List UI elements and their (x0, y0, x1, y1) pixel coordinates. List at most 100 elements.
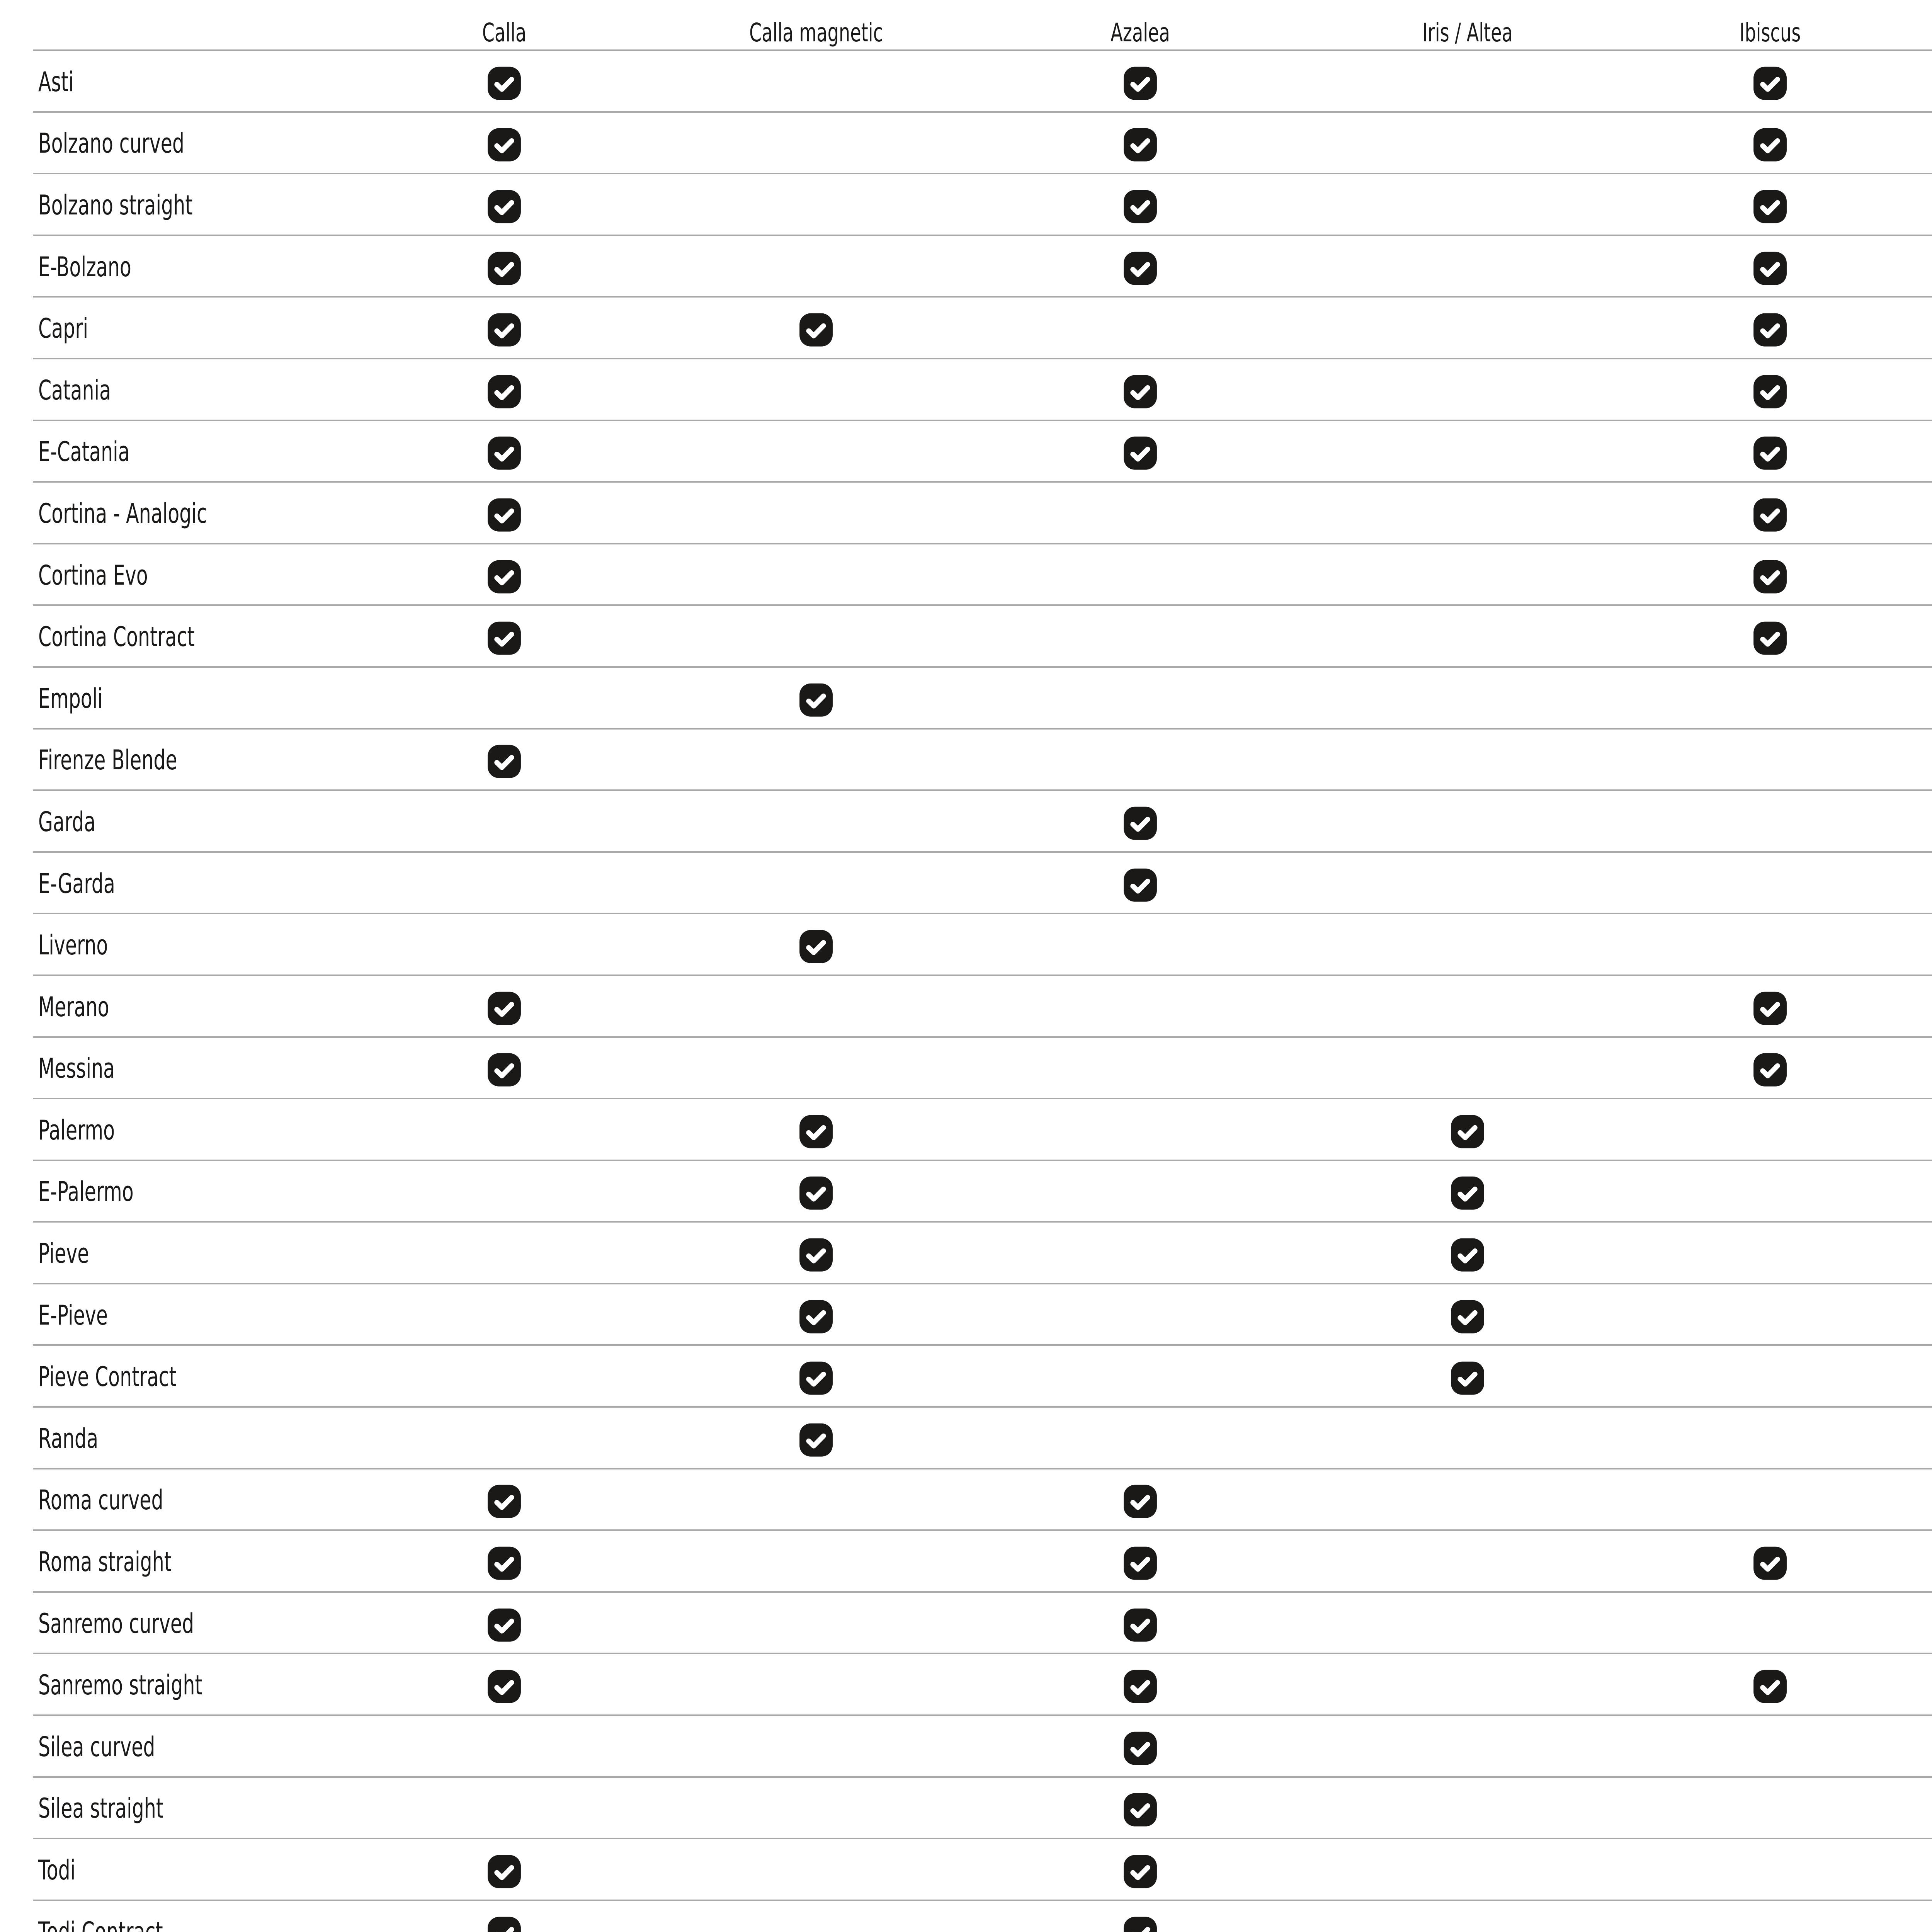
check-circle-icon (798, 312, 834, 348)
row-label: Asti (38, 66, 74, 98)
row-label: Cortina Evo (38, 559, 148, 591)
column-header-iris_altea: Iris / Altea (1422, 18, 1513, 48)
row-label: Cortina Contract (38, 621, 195, 653)
row-label: Todi Contract (38, 1916, 163, 1932)
table-row: E-Catania (33, 421, 1932, 483)
table-row: Todi (33, 1839, 1932, 1901)
table-row: Merano (33, 976, 1932, 1038)
row-label: Pieve Contract (38, 1361, 177, 1393)
row-label: Bolzano curved (38, 128, 184, 160)
column-header-ibiscus: Ibiscus (1739, 18, 1801, 48)
row-label: Garda (38, 806, 96, 838)
check-circle-icon (486, 497, 522, 533)
table-row: Roma curved (33, 1469, 1932, 1531)
check-circle-icon (1752, 65, 1788, 101)
row-label: Capri (38, 313, 88, 345)
check-circle-icon (1122, 1546, 1158, 1581)
table-row: Bolzano straight (33, 174, 1932, 236)
table-row: Catania (33, 359, 1932, 421)
check-circle-icon (1752, 435, 1788, 471)
check-circle-icon (798, 929, 834, 964)
row-label: Liverno (38, 929, 108, 961)
check-circle-icon (1122, 1731, 1158, 1766)
row-label: Roma straight (38, 1546, 172, 1578)
column-header-calla_magnetic: Calla magnetic (749, 18, 883, 48)
check-circle-icon (1450, 1114, 1485, 1150)
table-row: Liverno (33, 914, 1932, 976)
table-row: Firenze Blende (33, 730, 1932, 791)
table-header-row: Calla Calla magnetic Azalea Iris / Altea Ibi… (33, 0, 1932, 51)
row-label: Sanremo straight (38, 1669, 202, 1701)
row-label: E-Bolzano (38, 251, 131, 283)
check-circle-icon (1122, 1669, 1158, 1704)
check-circle-icon (1122, 435, 1158, 471)
check-circle-icon (486, 312, 522, 348)
check-circle-icon (798, 1422, 834, 1458)
check-circle-icon (1122, 1854, 1158, 1889)
check-circle-icon (1122, 65, 1158, 101)
check-circle-icon (1752, 1546, 1788, 1581)
check-circle-icon (1752, 990, 1788, 1026)
table-row: E-Bolzano (33, 236, 1932, 298)
check-circle-icon (486, 189, 522, 224)
check-circle-icon (486, 621, 522, 656)
compatibility-table: Calla Calla magnetic Azalea Iris / Altea Ibi… (33, 0, 1932, 1932)
table-row: Bolzano curved (33, 113, 1932, 175)
check-circle-icon (486, 744, 522, 779)
row-label: Todi (38, 1854, 76, 1886)
check-circle-icon (798, 1237, 834, 1273)
check-circle-icon (1752, 497, 1788, 533)
check-circle-icon (798, 1299, 834, 1334)
check-circle-icon (486, 1669, 522, 1704)
row-label: Palermo (38, 1114, 115, 1146)
row-label: Silea curved (38, 1731, 155, 1763)
check-circle-icon (798, 682, 834, 718)
table-row: Pieve (33, 1223, 1932, 1284)
table-row: Empoli (33, 668, 1932, 730)
table-row: Roma straight (33, 1531, 1932, 1593)
check-circle-icon (486, 1607, 522, 1643)
column-header-azalea: Azalea (1111, 18, 1170, 48)
check-circle-icon (1752, 127, 1788, 163)
check-circle-icon (486, 1915, 522, 1932)
check-circle-icon (486, 990, 522, 1026)
table-row: Randa (33, 1408, 1932, 1469)
check-circle-icon (1122, 1607, 1158, 1643)
row-label: E-Garda (38, 867, 115, 900)
table-row: Cortina Evo (33, 544, 1932, 606)
check-circle-icon (1122, 1915, 1158, 1932)
check-circle-icon (1122, 189, 1158, 224)
row-label: Cortina - Analogic (38, 497, 207, 529)
check-circle-icon (1450, 1361, 1485, 1396)
check-circle-icon (1122, 806, 1158, 841)
check-circle-icon (1122, 867, 1158, 903)
check-circle-icon (798, 1361, 834, 1396)
table-row: Garda (33, 791, 1932, 853)
check-circle-icon (486, 250, 522, 286)
check-circle-icon (798, 1175, 834, 1211)
check-circle-icon (1752, 250, 1788, 286)
row-label: Firenze Blende (38, 744, 177, 776)
row-label: Catania (38, 374, 111, 406)
table-body: Asti Bolzano curved Bolzano straight E-Bolz… (33, 51, 1932, 1932)
table-row: Todi Contract (33, 1901, 1932, 1932)
table-row: E-Pieve (33, 1284, 1932, 1346)
row-label: Merano (38, 991, 109, 1023)
check-circle-icon (1122, 374, 1158, 409)
check-circle-icon (486, 65, 522, 101)
check-circle-icon (486, 127, 522, 163)
column-header-calla: Calla (482, 18, 527, 48)
row-label: E-Palermo (38, 1176, 134, 1208)
row-label: Empoli (38, 682, 103, 714)
check-circle-icon (486, 1052, 522, 1088)
table-row: E-Garda (33, 853, 1932, 915)
check-circle-icon (1450, 1175, 1485, 1211)
check-circle-icon (486, 374, 522, 409)
check-circle-icon (486, 559, 522, 594)
row-label: Silea straight (38, 1793, 163, 1825)
row-label: E-Pieve (38, 1299, 108, 1331)
table-row: Sanremo curved (33, 1593, 1932, 1655)
table-row: Asti (33, 51, 1932, 113)
table-row: Pieve Contract (33, 1346, 1932, 1408)
